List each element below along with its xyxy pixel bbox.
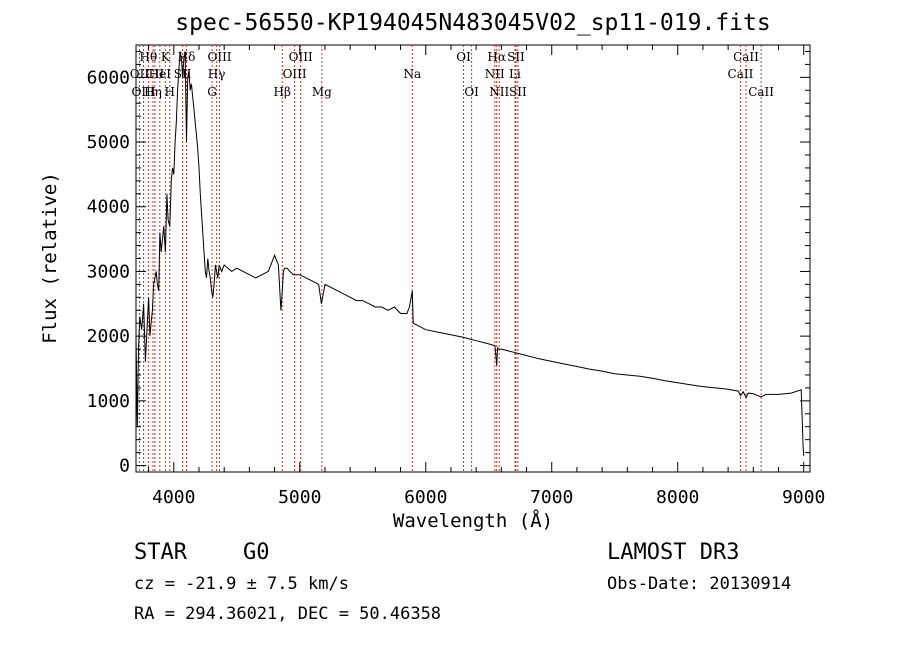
y-tick-label: 2000 xyxy=(87,326,130,347)
spectral-line-label: Li xyxy=(509,67,521,81)
spectral-line-label: Na xyxy=(403,67,421,81)
y-tick-label: 3000 xyxy=(87,261,130,282)
spectral-line-label: SII xyxy=(509,85,527,99)
axis-ticks: 4000 5000 6000 7000 8000 9000 0 1000 2000 3000 400… xyxy=(87,45,825,508)
coordinates: RA = 294.36021, DEC = 50.46358 xyxy=(134,604,442,624)
spectral-line-label: OIII xyxy=(132,85,156,99)
spectral-line-label: Hθ xyxy=(139,50,157,64)
spectral-line-label: NII xyxy=(485,67,505,81)
y-tick-label: 6000 xyxy=(87,67,130,88)
x-tick-label: 8000 xyxy=(656,487,699,508)
chart-title: spec-56550-KP194045N483045V02_sp11-019.f… xyxy=(175,10,771,36)
spectral-line-label: CaII xyxy=(748,85,774,99)
spectral-line-label: K xyxy=(161,50,171,64)
y-axis-label: Flux (relative) xyxy=(39,172,61,344)
spectral-line-label: Hα xyxy=(487,50,506,64)
object-class: STAR xyxy=(134,540,187,565)
x-tick-label: 6000 xyxy=(404,487,447,508)
flux-series-line xyxy=(135,51,805,456)
spectral-line-markers xyxy=(138,45,762,472)
spectral-line-label: OIII xyxy=(283,67,307,81)
spectral-line-label: OIII xyxy=(207,50,231,64)
spectral-line-label: Mg xyxy=(312,85,332,99)
spectral-line-label: OII xyxy=(130,67,150,81)
y-tick-label: 4000 xyxy=(87,197,130,218)
spectral-line-label: G xyxy=(207,85,217,99)
spectral-line-label: Hγ xyxy=(208,67,226,81)
spectral-line-label: CaII xyxy=(733,50,759,64)
x-axis-label: Wavelength (Å) xyxy=(392,510,554,532)
y-tick-label: 5000 xyxy=(87,132,130,153)
spectral-line-label: CII xyxy=(146,67,165,81)
spectral-line-label: SII xyxy=(174,67,192,81)
spectral-line-label: NII xyxy=(489,85,509,99)
x-tick-label: 7000 xyxy=(530,487,573,508)
y-tick-label: 0 xyxy=(119,456,130,477)
spectral-line-label: Hδ xyxy=(178,50,196,64)
spectral-line-label: HeI xyxy=(149,67,172,81)
spectral-line-label: CaII xyxy=(728,67,754,81)
spectral-line-label: OI xyxy=(456,50,471,64)
spectral-line-label: Hβ xyxy=(274,85,291,99)
spectral-line-label: Hη xyxy=(144,85,162,99)
plot-frame xyxy=(135,44,811,473)
spectral-line-label: SII xyxy=(507,50,525,64)
x-tick-label: 9000 xyxy=(782,487,825,508)
spectral-line-label: H xyxy=(165,85,175,99)
redshift-cz: cz = -21.9 ± 7.5 km/s xyxy=(134,574,349,594)
y-tick-label: 1000 xyxy=(87,391,130,412)
spectral-line-label: OI xyxy=(464,85,479,99)
x-tick-label: 5000 xyxy=(278,487,321,508)
x-tick-label: 4000 xyxy=(152,487,195,508)
survey-name: LAMOST DR3 xyxy=(607,540,740,565)
observation-date: Obs-Date: 20130914 xyxy=(607,574,792,594)
object-subclass: G0 xyxy=(243,540,270,565)
spectral-line-label: OIII xyxy=(289,50,313,64)
